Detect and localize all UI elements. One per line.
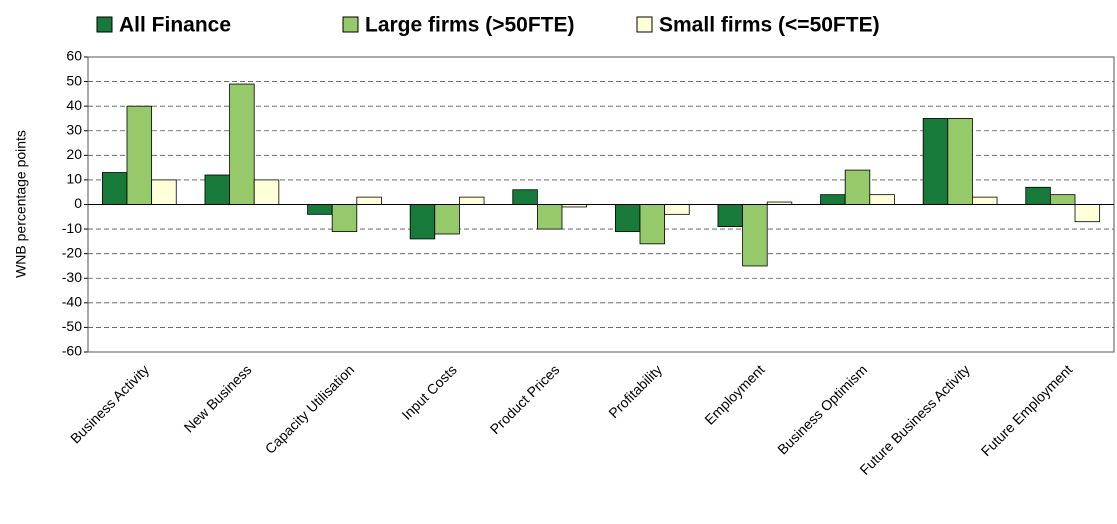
legend-swatch <box>342 16 359 33</box>
y-tick-label: -10 <box>62 220 82 236</box>
legend-label: All Finance <box>119 14 231 37</box>
bar <box>1074 204 1101 223</box>
bar <box>869 194 895 205</box>
bar <box>664 204 690 215</box>
legend-swatch <box>96 16 113 33</box>
bar <box>742 204 768 267</box>
bar <box>434 204 460 235</box>
bar <box>204 174 230 205</box>
bar <box>307 204 333 215</box>
bar <box>512 189 538 205</box>
x-tick-label: Employment <box>701 361 767 427</box>
x-tick-label: Future Employment <box>978 361 1076 459</box>
bar <box>639 204 666 245</box>
bar <box>229 83 255 205</box>
bar <box>536 204 563 230</box>
y-tick-label: 50 <box>66 72 82 88</box>
x-tick-label: Profitability <box>605 361 665 421</box>
y-tick-label: 20 <box>66 146 82 162</box>
y-tick-label: -50 <box>62 318 82 334</box>
legend-label: Large firms (>50FTE) <box>365 14 574 37</box>
bar <box>331 204 358 232</box>
y-tick-label: -30 <box>62 269 82 285</box>
x-tick-label: Capacity Utilisation <box>262 361 358 457</box>
y-tick-label: -20 <box>62 244 82 260</box>
bar <box>253 179 280 205</box>
y-axis-label: WNB percentage points <box>13 130 29 278</box>
x-tick-label: Input Costs <box>398 361 459 422</box>
x-tick-label: New Business <box>181 361 255 435</box>
bar <box>409 204 436 240</box>
bar <box>717 204 743 228</box>
legend: All Finance Large firms (>50FTE) Small fir… <box>96 14 880 37</box>
y-tick-label: 0 <box>74 195 82 211</box>
bar <box>1049 194 1076 205</box>
y-tick-label: 10 <box>66 171 82 187</box>
x-tick-label: Product Prices <box>487 361 563 437</box>
x-tick-label: Business Optimism <box>774 361 870 457</box>
bar <box>356 196 382 205</box>
y-tick-label: -60 <box>62 343 82 359</box>
y-tick-label: 60 <box>66 48 82 64</box>
bar <box>1025 186 1051 205</box>
x-tick-label: Business Activity <box>67 361 152 446</box>
bar <box>126 105 153 205</box>
bar <box>972 196 998 205</box>
bar <box>151 179 177 205</box>
bar <box>922 118 949 205</box>
y-tick-label: -40 <box>62 294 82 310</box>
bar <box>614 204 641 232</box>
bar <box>459 196 485 205</box>
legend-label: Small firms (<=50FTE) <box>659 14 880 37</box>
bar <box>820 194 846 205</box>
y-tick-label: 30 <box>66 121 82 137</box>
bar <box>947 118 973 205</box>
y-tick-label: 40 <box>66 97 82 113</box>
bar <box>844 169 871 205</box>
legend-swatch <box>636 16 653 33</box>
bar <box>101 172 128 205</box>
x-tick-label: Future Business Activity <box>856 361 972 477</box>
